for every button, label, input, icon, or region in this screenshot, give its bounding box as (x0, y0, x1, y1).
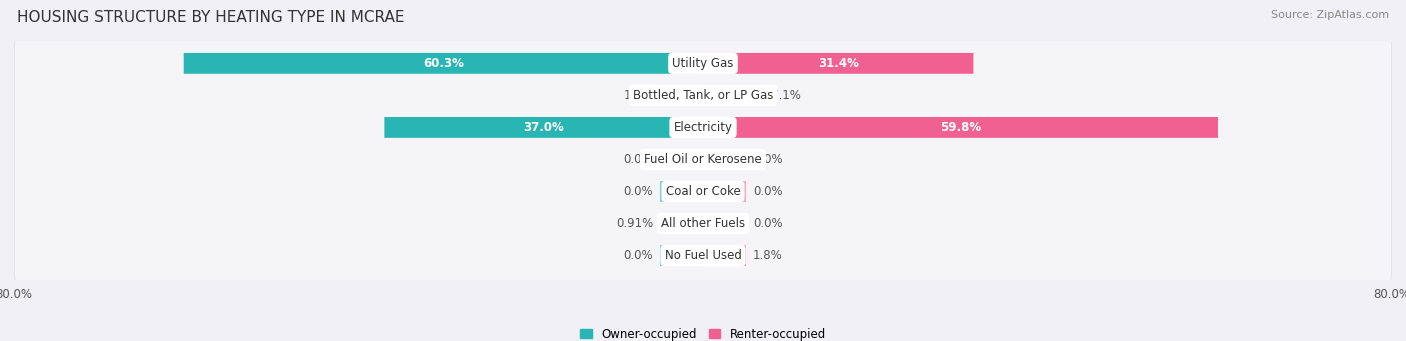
Text: Utility Gas: Utility Gas (672, 57, 734, 70)
FancyBboxPatch shape (14, 160, 1392, 223)
FancyBboxPatch shape (659, 85, 703, 106)
FancyBboxPatch shape (15, 35, 1391, 91)
FancyBboxPatch shape (14, 31, 1392, 95)
FancyBboxPatch shape (15, 131, 1391, 188)
FancyBboxPatch shape (703, 181, 747, 202)
Text: 0.0%: 0.0% (754, 153, 783, 166)
FancyBboxPatch shape (659, 213, 703, 234)
Text: 1.8%: 1.8% (623, 89, 652, 102)
Legend: Owner-occupied, Renter-occupied: Owner-occupied, Renter-occupied (579, 328, 827, 341)
FancyBboxPatch shape (384, 117, 703, 138)
FancyBboxPatch shape (703, 149, 747, 170)
FancyBboxPatch shape (14, 95, 1392, 159)
FancyBboxPatch shape (703, 53, 973, 74)
FancyBboxPatch shape (703, 117, 1218, 138)
FancyBboxPatch shape (15, 227, 1391, 284)
FancyBboxPatch shape (14, 224, 1392, 287)
FancyBboxPatch shape (15, 99, 1391, 155)
Text: 0.0%: 0.0% (623, 153, 652, 166)
Text: 37.0%: 37.0% (523, 121, 564, 134)
Text: Electricity: Electricity (673, 121, 733, 134)
Text: HOUSING STRUCTURE BY HEATING TYPE IN MCRAE: HOUSING STRUCTURE BY HEATING TYPE IN MCR… (17, 10, 405, 25)
FancyBboxPatch shape (703, 245, 747, 266)
FancyBboxPatch shape (14, 192, 1392, 255)
FancyBboxPatch shape (14, 63, 1392, 127)
Text: 0.0%: 0.0% (623, 249, 652, 262)
Text: 7.1%: 7.1% (770, 89, 801, 102)
Text: 0.0%: 0.0% (754, 217, 783, 230)
Text: 60.3%: 60.3% (423, 57, 464, 70)
Text: Fuel Oil or Kerosene: Fuel Oil or Kerosene (644, 153, 762, 166)
FancyBboxPatch shape (659, 245, 703, 266)
Text: 1.8%: 1.8% (754, 249, 783, 262)
Text: All other Fuels: All other Fuels (661, 217, 745, 230)
FancyBboxPatch shape (703, 213, 747, 234)
FancyBboxPatch shape (15, 68, 1391, 123)
Text: 0.91%: 0.91% (616, 217, 652, 230)
FancyBboxPatch shape (14, 128, 1392, 191)
Text: 0.0%: 0.0% (623, 185, 652, 198)
Text: Coal or Coke: Coal or Coke (665, 185, 741, 198)
Text: Bottled, Tank, or LP Gas: Bottled, Tank, or LP Gas (633, 89, 773, 102)
Text: 31.4%: 31.4% (818, 57, 859, 70)
Text: 0.0%: 0.0% (754, 185, 783, 198)
FancyBboxPatch shape (659, 181, 703, 202)
FancyBboxPatch shape (659, 149, 703, 170)
Text: 59.8%: 59.8% (941, 121, 981, 134)
Text: No Fuel Used: No Fuel Used (665, 249, 741, 262)
FancyBboxPatch shape (703, 85, 763, 106)
FancyBboxPatch shape (15, 163, 1391, 220)
Text: Source: ZipAtlas.com: Source: ZipAtlas.com (1271, 10, 1389, 20)
FancyBboxPatch shape (184, 53, 703, 74)
FancyBboxPatch shape (15, 195, 1391, 252)
